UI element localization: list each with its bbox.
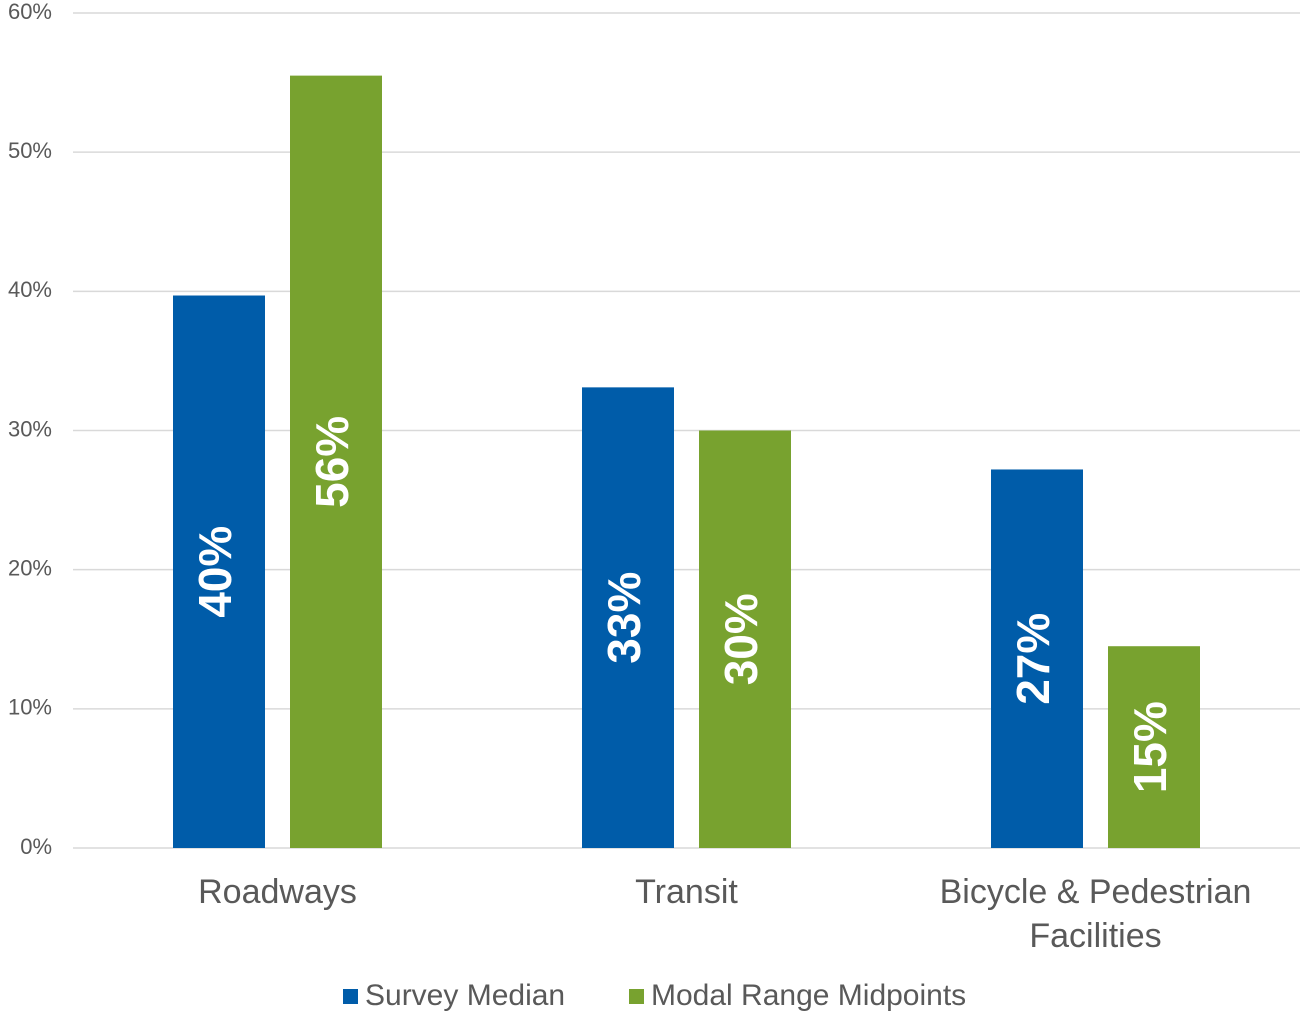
y-tick-label: 0%: [20, 834, 52, 859]
y-tick-label: 20%: [8, 555, 52, 580]
bar: [699, 430, 791, 848]
x-tick-label: Bicycle & Pedestrian Facilities: [939, 873, 1252, 955]
bar: [582, 387, 674, 848]
bar: [1108, 646, 1200, 848]
y-tick-label: 60%: [8, 0, 52, 24]
bar: [290, 75, 382, 848]
value-label: 33%: [598, 572, 650, 664]
legend-swatch: [629, 989, 644, 1004]
legend-label: Survey Median: [365, 979, 565, 1012]
y-tick-label: 10%: [8, 695, 52, 720]
x-tick-label: Transit: [635, 873, 738, 911]
bar: [991, 469, 1083, 848]
value-label: 15%: [1124, 701, 1176, 793]
legend-label: Modal Range Midpoints: [651, 979, 966, 1012]
legend-swatch: [343, 989, 358, 1004]
value-label: 40%: [189, 526, 241, 618]
y-tick-label: 50%: [8, 138, 52, 163]
y-tick-label: 40%: [8, 277, 52, 302]
value-label: 56%: [306, 416, 358, 508]
value-label: 27%: [1007, 613, 1059, 705]
value-label: 30%: [715, 593, 767, 685]
y-tick-label: 30%: [8, 416, 52, 441]
x-tick-label: Roadways: [198, 873, 357, 911]
bar: [173, 295, 265, 849]
